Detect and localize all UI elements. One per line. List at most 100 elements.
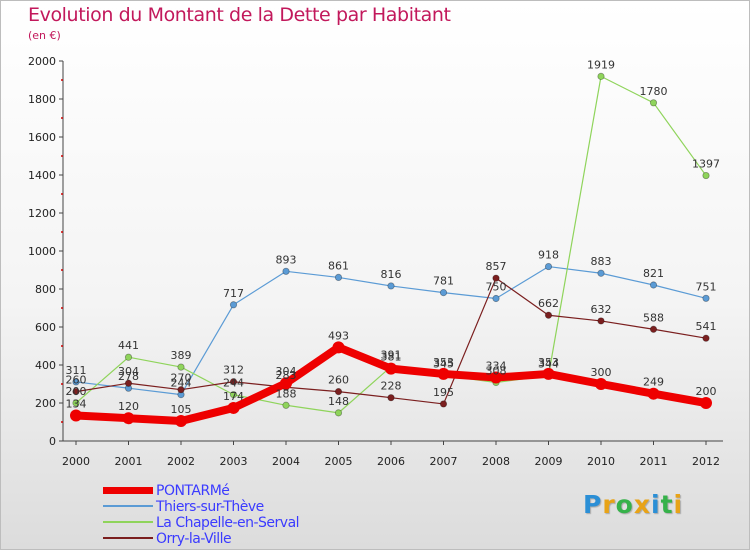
data-label: 345 — [433, 357, 454, 370]
data-point — [490, 371, 502, 384]
data-label: 244 — [171, 377, 192, 390]
chart-unit-label: (en €) — [28, 29, 61, 42]
data-label: 344 — [538, 358, 559, 371]
legend-label: PONTARMé — [156, 483, 230, 499]
data-point — [334, 409, 343, 417]
x-tick-label: 2008 — [482, 455, 510, 468]
data-point — [542, 367, 555, 380]
data-point — [387, 282, 395, 290]
data-label: 260 — [328, 374, 349, 387]
y-tick-label: 0 — [49, 435, 56, 448]
data-point — [124, 379, 133, 387]
data-point — [70, 409, 82, 422]
data-point — [227, 401, 240, 414]
data-point — [385, 362, 397, 375]
data-label: 304 — [118, 365, 139, 378]
data-point — [647, 387, 660, 400]
data-label: 283 — [276, 369, 297, 382]
data-label: 134 — [66, 398, 87, 411]
data-label: 353 — [433, 356, 454, 369]
data-point — [175, 415, 187, 428]
data-point — [492, 274, 500, 282]
x-tick-label: 2004 — [272, 455, 300, 468]
data-point — [282, 401, 290, 409]
data-point — [702, 334, 710, 342]
data-label: 821 — [643, 267, 664, 280]
data-label: 781 — [433, 275, 454, 288]
y-tick-label: 1000 — [28, 245, 56, 258]
data-label: 493 — [328, 329, 349, 342]
data-label: 391 — [381, 349, 402, 362]
data-point — [229, 378, 238, 386]
logo-letter: i — [673, 490, 684, 519]
data-label: 861 — [328, 259, 349, 272]
x-tick-label: 2005 — [325, 455, 353, 468]
x-tick-label: 2003 — [220, 455, 248, 468]
data-label: 353 — [538, 356, 559, 369]
legend-label: Thiers-sur-Thève — [156, 499, 264, 515]
y-tick-label: 400 — [35, 359, 56, 372]
y-tick-label: 1800 — [28, 93, 56, 106]
data-point — [334, 273, 343, 282]
data-label: 381 — [381, 351, 402, 364]
x-tick-label: 2007 — [430, 455, 458, 468]
data-label: 717 — [223, 287, 244, 300]
data-label: 632 — [591, 303, 612, 316]
data-label: 751 — [696, 280, 717, 293]
legend-swatch — [103, 537, 153, 539]
x-tick-label: 2001 — [115, 455, 143, 468]
data-point — [72, 387, 80, 396]
x-tick-label: 2006 — [377, 455, 405, 468]
data-label: 334 — [486, 360, 507, 373]
data-label: 270 — [171, 372, 192, 385]
data-label: 174 — [223, 390, 244, 403]
data-point — [439, 289, 448, 297]
data-label: 120 — [118, 400, 139, 413]
chart-axes: 0 200 400 600 800 1000 1200 1400 1600 1800 2000 200… — [28, 55, 723, 468]
y-tick-label: 200 — [35, 397, 56, 410]
data-point — [229, 301, 238, 309]
data-label: 228 — [381, 380, 402, 393]
data-label: 308 — [486, 364, 507, 377]
data-label: 1780 — [640, 85, 668, 98]
data-label: 200 — [696, 385, 717, 398]
data-point — [124, 353, 133, 361]
data-label: 541 — [696, 320, 717, 333]
data-label: 200 — [66, 385, 87, 398]
data-point — [649, 281, 658, 289]
data-label: 588 — [643, 311, 664, 324]
data-label: 389 — [171, 349, 192, 362]
data-point — [595, 378, 607, 390]
y-tick-label: 800 — [35, 283, 56, 296]
data-point — [597, 72, 605, 80]
legend-swatch — [103, 521, 153, 523]
data-point — [280, 377, 292, 390]
data-label: 893 — [276, 253, 297, 266]
data-point — [387, 394, 395, 402]
data-point — [649, 325, 658, 333]
data-point — [282, 267, 290, 275]
data-label: 195 — [433, 386, 454, 399]
data-label: 312 — [223, 364, 244, 377]
data-label: 304 — [276, 365, 297, 378]
x-tick-label: 2011 — [640, 455, 668, 468]
logo-letter: o — [615, 490, 634, 519]
data-label: 857 — [486, 260, 507, 273]
data-point — [72, 399, 80, 407]
x-tick-label: 2012 — [692, 455, 720, 468]
data-point — [702, 171, 710, 180]
x-tick-label: 2009 — [535, 455, 563, 468]
data-label: 105 — [171, 403, 192, 416]
legend-label: Orry-la-Ville — [156, 531, 232, 547]
data-label: 260 — [66, 374, 87, 387]
proxiti-logo: Proxiti — [583, 490, 683, 519]
data-point — [177, 386, 185, 394]
data-point — [544, 311, 553, 319]
data-label: 1919 — [587, 58, 615, 71]
data-point — [492, 294, 500, 303]
data-point — [649, 99, 658, 107]
data-point — [597, 269, 605, 277]
data-label: 441 — [118, 339, 139, 352]
data-point — [229, 391, 238, 399]
